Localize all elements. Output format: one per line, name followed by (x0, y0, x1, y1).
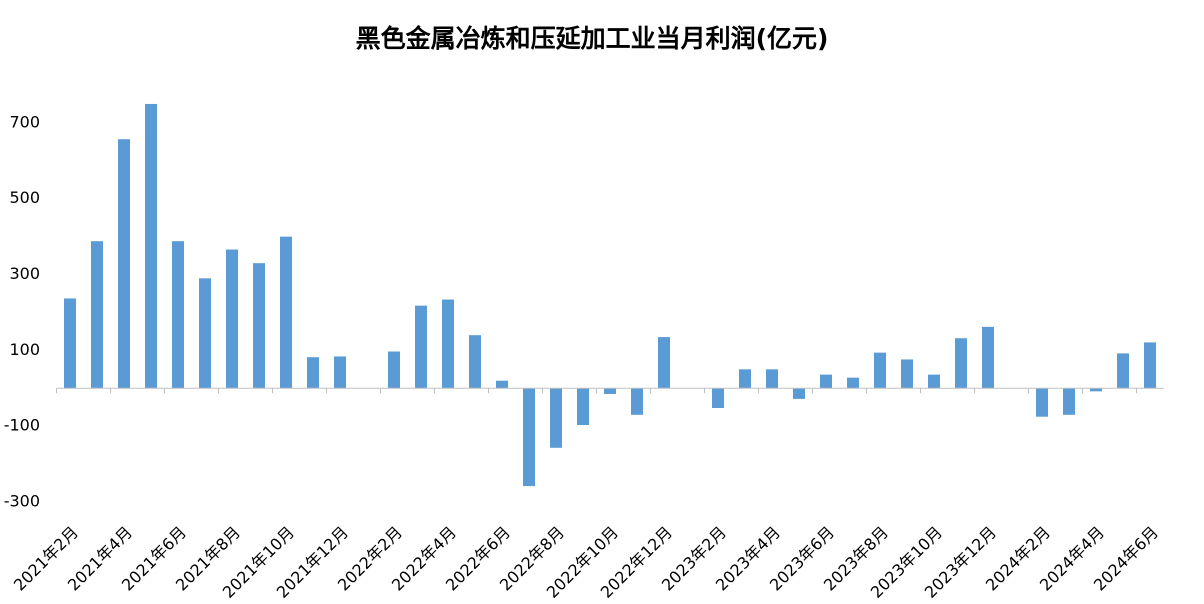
bar (982, 326, 994, 389)
bar (550, 388, 562, 448)
y-tick-label: 100 (9, 340, 40, 359)
y-tick-label: 500 (9, 188, 40, 207)
bar (253, 263, 265, 389)
bar (1063, 388, 1075, 415)
bar (793, 388, 805, 399)
bar (442, 299, 454, 389)
bar (712, 388, 724, 408)
bar (415, 305, 427, 389)
bar (1090, 388, 1102, 392)
bar (604, 388, 616, 394)
bar (226, 249, 238, 389)
y-tick-label: -300 (4, 492, 40, 511)
y-tick-label: 700 (9, 112, 40, 131)
bar (631, 388, 643, 415)
bar (739, 369, 751, 389)
bar (172, 241, 184, 389)
bar (307, 357, 319, 389)
y-tick-label: -100 (4, 416, 40, 435)
bar (874, 352, 886, 389)
bar (199, 278, 211, 389)
bar (388, 351, 400, 389)
bar (1036, 388, 1048, 417)
bar (901, 359, 913, 389)
bar (64, 298, 76, 389)
bar (145, 103, 157, 389)
bar (928, 374, 940, 389)
bar (847, 377, 859, 389)
bar (766, 369, 778, 389)
bar (820, 374, 832, 389)
y-tick-label: 300 (9, 264, 40, 283)
bar (955, 338, 967, 389)
bar (469, 335, 481, 389)
bar (577, 388, 589, 426)
bar (118, 139, 130, 389)
bar (496, 380, 508, 389)
chart-title: 黑色金属冶炼和压延加工业当月利润(亿元) (356, 24, 829, 53)
bar (658, 337, 670, 389)
bar (1144, 342, 1156, 389)
bar (91, 241, 103, 389)
bar (523, 388, 535, 487)
bar (334, 356, 346, 389)
bar (1117, 353, 1129, 389)
bar (280, 236, 292, 389)
